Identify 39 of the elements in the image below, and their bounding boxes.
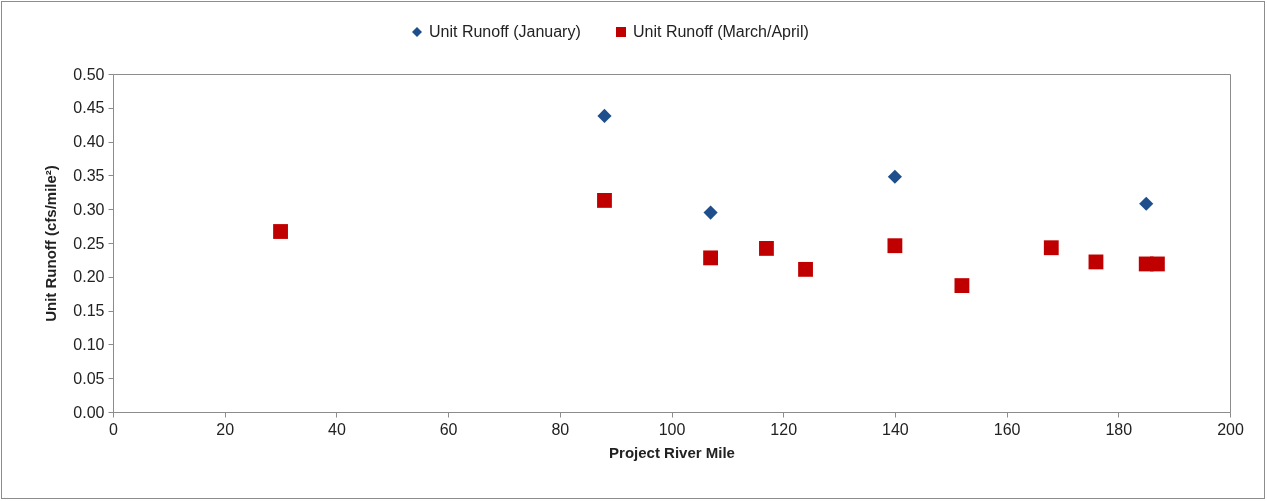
x-tick-label: 20 — [216, 420, 235, 438]
legend-label: Unit Runoff (January) — [429, 23, 581, 40]
y-tick-label: 0.45 — [73, 99, 105, 117]
point — [597, 193, 612, 208]
y-tick-label: 0.35 — [73, 166, 105, 184]
y-tick-label: 0.50 — [73, 65, 105, 83]
legend-label: Unit Runoff (March/April) — [633, 23, 809, 40]
y-tick-label: 0.20 — [73, 268, 105, 286]
point — [703, 205, 718, 220]
y-tick-label: 0.00 — [73, 403, 105, 421]
point — [273, 224, 288, 239]
x-tick-label: 140 — [882, 420, 909, 438]
y-tick-label: 0.05 — [73, 369, 105, 387]
point — [887, 238, 903, 254]
y-tick-label: 0.25 — [73, 234, 105, 252]
point — [798, 261, 813, 277]
y-tick-label: 0.40 — [73, 133, 105, 151]
y-tick-label: 0.10 — [73, 335, 105, 353]
x-tick-label: 180 — [1105, 420, 1133, 438]
x-tick-label: 80 — [551, 420, 570, 438]
point — [954, 278, 970, 293]
x-tick-label: 100 — [658, 420, 686, 438]
x-tick-label: 160 — [993, 420, 1021, 438]
x-axis-title: Project River Mile — [609, 443, 735, 461]
point — [1139, 196, 1154, 211]
point — [759, 240, 774, 256]
x-tick-label: 200 — [1217, 420, 1244, 438]
x-tick-label: 120 — [770, 420, 798, 438]
y-tick-label: 0.30 — [73, 200, 105, 218]
point — [887, 169, 902, 184]
point — [597, 108, 612, 123]
point — [1149, 256, 1165, 272]
point — [1043, 240, 1059, 256]
x-tick-label: 40 — [328, 420, 346, 438]
point — [703, 250, 719, 266]
y-axis-title: Unit Runoff (cfs/mile²) — [42, 165, 60, 322]
y-tick-label: 0.15 — [73, 302, 105, 320]
x-tick-label: 0 — [109, 420, 119, 438]
x-tick-label: 60 — [439, 420, 458, 438]
